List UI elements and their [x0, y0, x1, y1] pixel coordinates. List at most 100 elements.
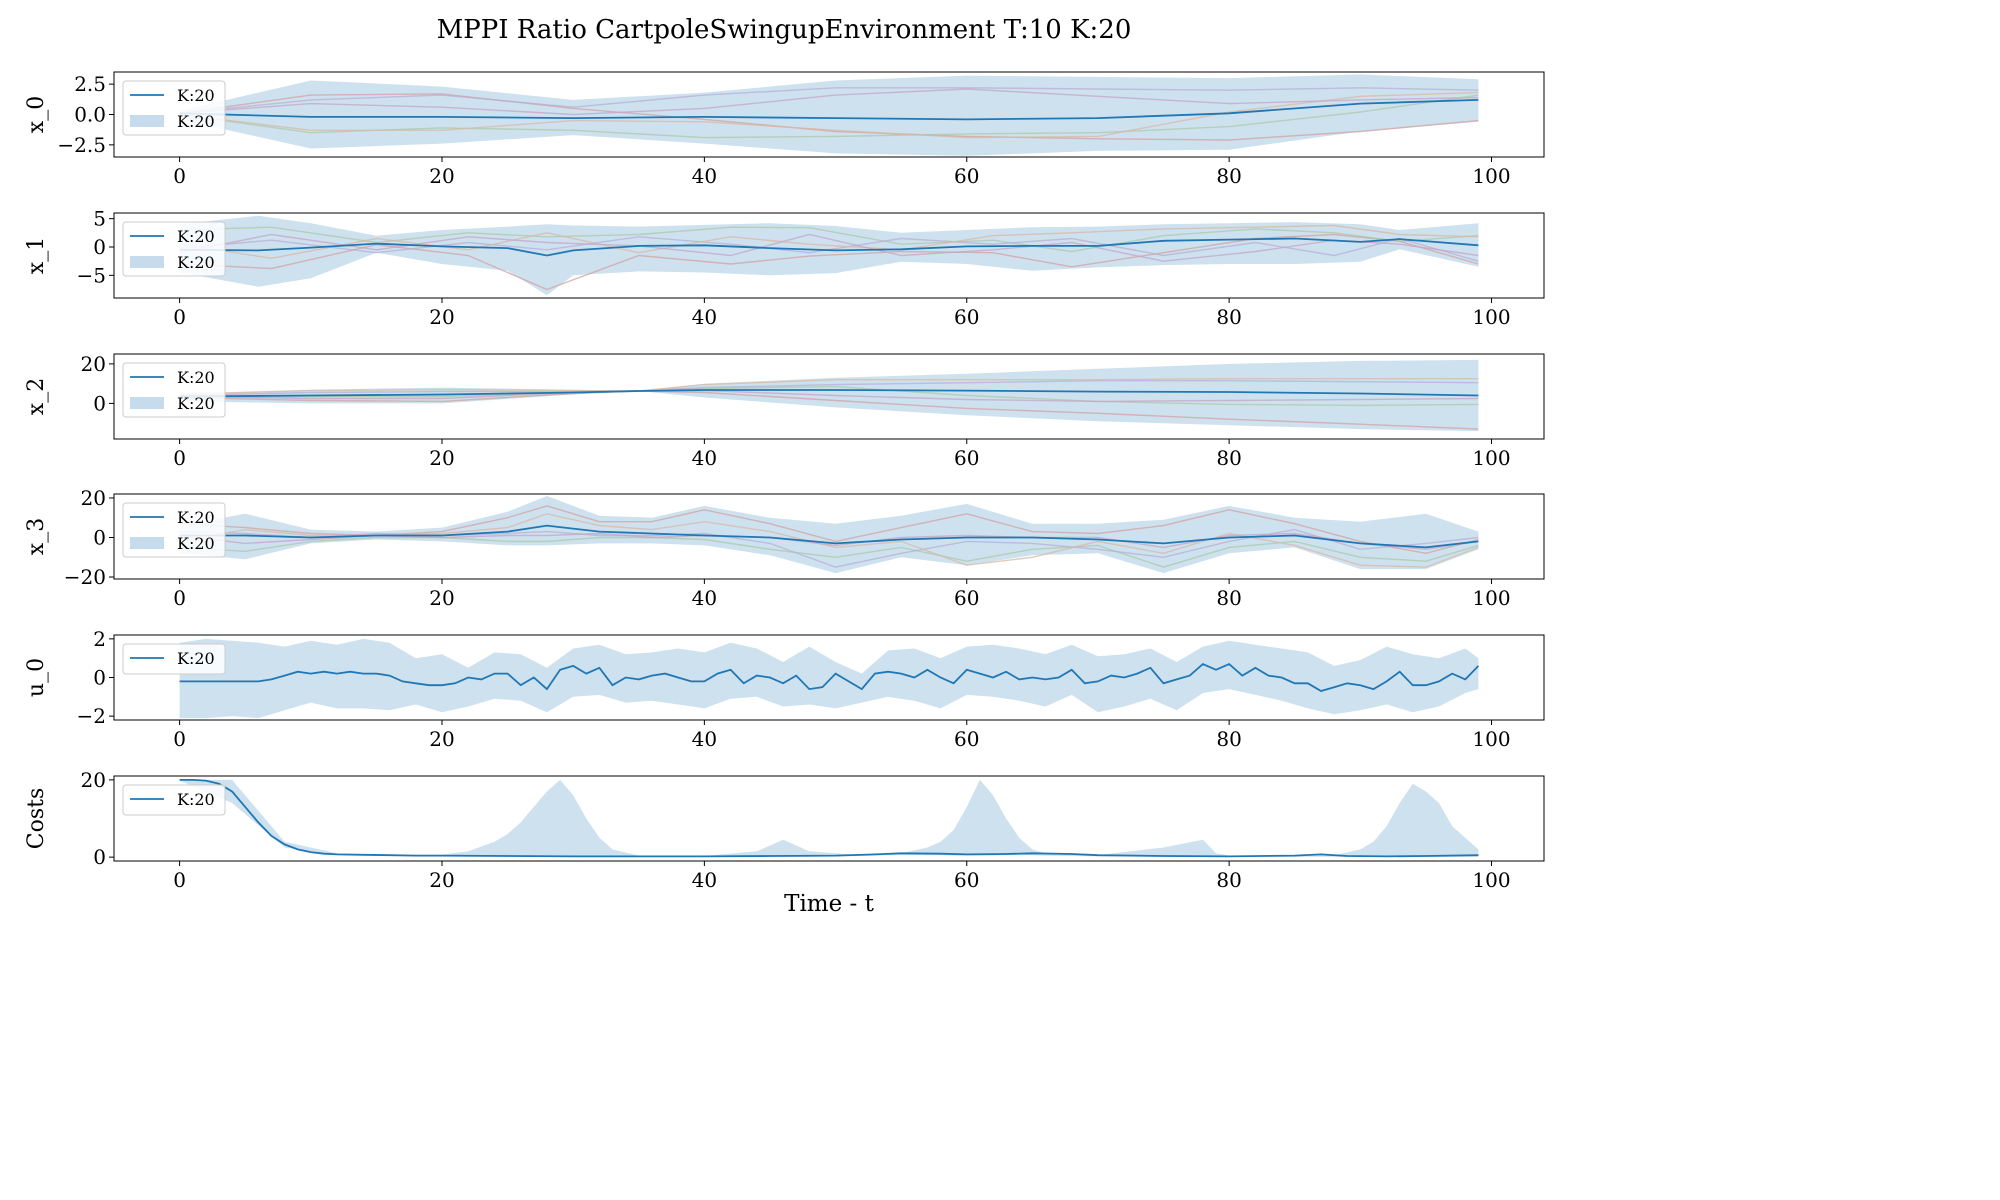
y-tick-label: −20	[64, 565, 106, 589]
y-tick-label: 0	[93, 235, 106, 259]
legend: K:20	[122, 784, 226, 816]
y-tick-label: −2	[77, 704, 106, 728]
x-tick-label: 0	[173, 868, 186, 892]
y-tick-label: 2.5	[74, 72, 106, 96]
legend-box	[122, 784, 226, 816]
sample-trajectory-line	[179, 87, 1479, 114]
mean-series-line	[179, 389, 1479, 398]
mean-series-line	[179, 779, 1479, 858]
x-tick-label: 80	[1216, 727, 1241, 751]
y-tick-label: −5	[77, 263, 106, 287]
x-tick-label: 40	[692, 305, 717, 329]
subplot-4: 0 20 40 60 80 100 −20 0 20 x_3 K:20 K:20	[24, 486, 1545, 610]
x-tick-label: 20	[429, 727, 454, 751]
legend: K:20 K:20	[122, 221, 226, 277]
axes-frame	[113, 212, 1545, 299]
x-tick-label: 100	[1472, 446, 1510, 470]
sample-trajectory-line	[179, 224, 1479, 260]
mean-series-line	[179, 237, 1479, 257]
sample-trajectory-line	[179, 536, 1479, 568]
sample-trajectory-line	[179, 91, 1479, 139]
x-tick-label: 40	[692, 586, 717, 610]
axes-frame	[113, 353, 1545, 440]
sample-trajectory-line	[179, 378, 1479, 396]
plot-area	[179, 74, 1479, 156]
subplot-6: 0 20 40 60 80 100 0 20 Costs K:20	[24, 768, 1545, 892]
legend-label: K:20	[177, 508, 215, 527]
x-tick-label: 100	[1472, 586, 1510, 610]
legend-label: K:20	[177, 534, 215, 553]
mean-series-line	[179, 524, 1479, 549]
subplot-5: 0 20 40 60 80 100 −2 0 2 u_0 K:20	[24, 627, 1545, 751]
plot-area	[179, 359, 1479, 432]
legend-label: K:20	[177, 253, 215, 272]
legend-label: K:20	[177, 86, 215, 105]
x-tick-label: 0	[173, 446, 186, 470]
y-tick-label: 0	[93, 666, 106, 690]
x-tick-label: 40	[692, 868, 717, 892]
x-tick-label: 80	[1216, 305, 1241, 329]
plot-area	[179, 215, 1479, 296]
x-tick-label: 60	[954, 727, 979, 751]
y-tick-label: 20	[81, 486, 106, 510]
x-tick-label: 20	[429, 586, 454, 610]
x-tick-label: 0	[173, 727, 186, 751]
legend: K:20 K:20	[122, 362, 226, 418]
y-axis-label: u_0	[24, 658, 49, 697]
x-axis-label: Time - t	[784, 891, 875, 917]
plot-area	[179, 779, 1479, 858]
sample-trajectory-line	[179, 226, 1479, 253]
sample-trajectory-line	[179, 532, 1479, 551]
legend-band-swatch	[130, 537, 164, 549]
confidence-band	[179, 779, 1479, 857]
mean-series-line	[179, 99, 1479, 121]
axes-frame	[113, 493, 1545, 580]
y-tick-label: 20	[81, 352, 106, 376]
sample-trajectory-line	[179, 389, 1479, 403]
x-tick-label: 60	[954, 164, 979, 188]
figure-background	[0, 0, 1561, 937]
mean-series-line	[179, 662, 1480, 692]
x-tick-label: 100	[1472, 868, 1510, 892]
sample-trajectory-line	[179, 380, 1479, 397]
x-tick-label: 80	[1216, 164, 1241, 188]
x-tick-label: 100	[1472, 164, 1510, 188]
y-axis-label: x_1	[24, 237, 49, 274]
x-tick-label: 40	[692, 727, 717, 751]
legend-band-swatch	[130, 115, 164, 127]
y-tick-label: 0	[93, 525, 106, 549]
legend: K:20	[122, 643, 226, 675]
y-tick-label: 2	[93, 627, 106, 651]
confidence-band	[179, 638, 1479, 719]
x-tick-label: 20	[429, 446, 454, 470]
legend-box	[122, 643, 226, 675]
x-tick-label: 40	[692, 164, 717, 188]
legend-band-swatch	[130, 397, 164, 409]
y-axis-label: x_2	[24, 378, 49, 415]
confidence-band	[179, 496, 1479, 574]
x-tick-label: 0	[173, 586, 186, 610]
x-tick-label: 80	[1216, 446, 1241, 470]
legend: K:20 K:20	[122, 502, 226, 558]
legend-label: K:20	[177, 112, 215, 131]
x-tick-label: 80	[1216, 868, 1241, 892]
x-tick-label: 100	[1472, 305, 1510, 329]
legend: K:20 K:20	[122, 80, 226, 136]
x-tick-label: 20	[429, 164, 454, 188]
x-tick-label: 0	[173, 164, 186, 188]
x-tick-label: 20	[429, 868, 454, 892]
x-tick-label: 80	[1216, 586, 1241, 610]
subplot-3: 0 20 40 60 80 100 0 20 x_2 K:20 K:20	[24, 352, 1545, 470]
x-tick-label: 40	[692, 446, 717, 470]
y-axis-label: Costs	[24, 788, 49, 850]
y-tick-label: 0	[93, 391, 106, 415]
x-tick-label: 60	[954, 305, 979, 329]
figure-title: MPPI Ratio CartpoleSwingupEnvironment T:…	[437, 15, 1132, 45]
y-tick-label: 0	[93, 845, 106, 869]
sample-trajectory-line	[179, 88, 1479, 116]
y-tick-label: 0.0	[74, 103, 106, 127]
sample-trajectory-line	[179, 233, 1479, 262]
y-axis-label: x_0	[24, 96, 49, 133]
sample-trajectory-line	[179, 385, 1479, 407]
x-tick-label: 0	[173, 305, 186, 329]
